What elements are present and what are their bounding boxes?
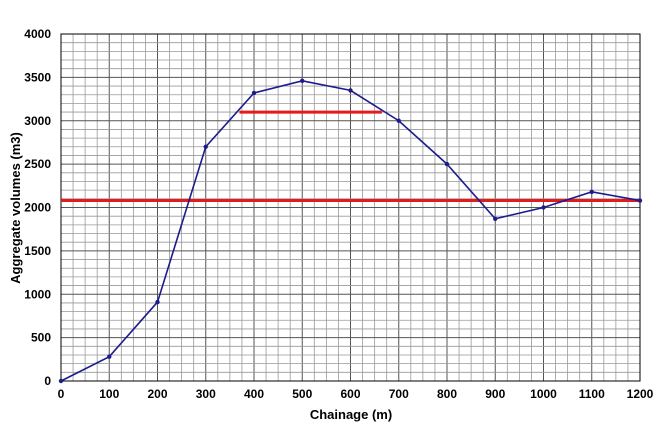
y-tick-label: 1500 [24, 244, 51, 258]
y-tick-label: 4000 [24, 27, 51, 41]
x-tick-label: 1000 [530, 387, 557, 401]
x-tick-label: 700 [389, 387, 409, 401]
x-tick-label: 0 [58, 387, 65, 401]
data-point [493, 216, 498, 221]
x-tick-label: 1100 [579, 387, 605, 401]
x-tick-label: 400 [244, 387, 264, 401]
x-tick-label: 800 [437, 387, 457, 401]
x-tick-label: 600 [340, 387, 360, 401]
data-point [300, 78, 305, 84]
y-tick-label: 3000 [24, 114, 51, 128]
x-tick-label: 200 [147, 387, 167, 401]
data-point [203, 144, 208, 149]
x-tick-label: 300 [196, 387, 216, 401]
x-tick-label: 500 [292, 387, 312, 401]
data-point [589, 189, 594, 195]
y-axis-title: Aggregate volumes (m3) [8, 132, 23, 284]
x-axis-ticks: 0 100 200 300 400 500 600 700 800 900 1000 1100 1200 [58, 387, 654, 401]
data-point [444, 161, 450, 167]
y-tick-label: 0 [44, 374, 51, 388]
data-point [107, 354, 112, 359]
y-tick-label: 3500 [24, 70, 51, 84]
grid [60, 33, 641, 382]
data-point [58, 378, 64, 384]
x-tick-label: 900 [485, 387, 505, 401]
data-point [348, 88, 353, 93]
y-tick-label: 1000 [24, 287, 51, 301]
plot-frame [60, 33, 641, 382]
x-tick-label: 100 [99, 387, 119, 401]
y-axis-ticks: 0 500 1000 1500 2000 2500 3000 3500 4000 [24, 27, 51, 388]
data-point [155, 299, 160, 305]
y-tick-label: 2500 [24, 157, 51, 171]
x-tick-label: 1200 [627, 387, 654, 401]
data-point [251, 90, 257, 96]
data-point [396, 118, 401, 123]
y-tick-label: 2000 [24, 201, 51, 215]
data-point [637, 198, 643, 203]
series-group [58, 78, 643, 384]
x-axis-title: Chainage (m) [310, 407, 392, 422]
y-tick-label: 500 [31, 331, 51, 345]
data-point [541, 205, 546, 210]
reference-lines [61, 110, 640, 203]
